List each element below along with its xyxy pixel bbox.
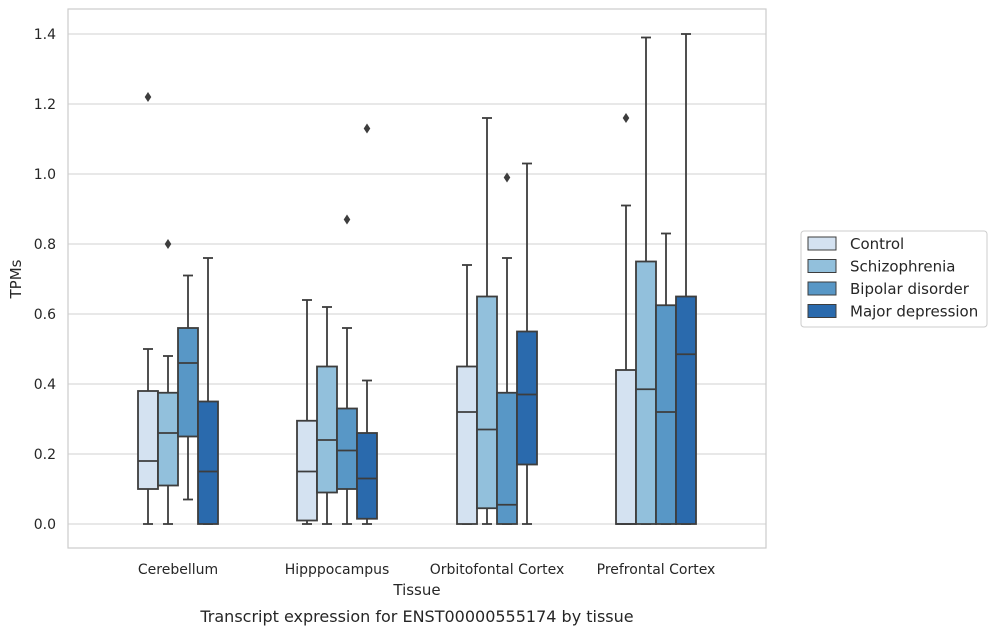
y-tick-label: 0.0: [34, 517, 56, 533]
outlier-point: [144, 92, 152, 102]
box-body: [615, 369, 637, 525]
outlier-point: [363, 123, 371, 134]
x-axis-ticks: Cerebellum Hipppocampus Orbitofontal Corte…: [138, 562, 715, 578]
legend-swatch: [807, 281, 837, 296]
x-tick-label: Orbitofontal Cortex: [430, 562, 565, 578]
box-2-3: [655, 232, 677, 525]
outlier-point: [343, 214, 351, 225]
y-axis-ticks: 0.0 0.2 0.4 0.6 0.8 1.0 1.2 1.4: [34, 27, 56, 533]
box-1-1: [316, 306, 338, 525]
box-2-0: [177, 274, 199, 501]
box-3-3: [675, 33, 697, 525]
box-body: [516, 330, 538, 466]
box-body: [137, 390, 159, 490]
box-body: [316, 365, 338, 494]
x-tick-label: Prefrontal Cortex: [597, 562, 716, 578]
y-axis-label: TPMs: [7, 259, 25, 299]
box-1-0: [157, 239, 179, 525]
x-tick-label: Hipppocampus: [285, 562, 390, 578]
box-body: [655, 304, 677, 525]
box-0-0: [137, 92, 159, 525]
box-1-2: [476, 117, 498, 525]
y-tick-label: 0.8: [34, 237, 56, 253]
box-body: [476, 295, 498, 510]
box-body: [177, 327, 199, 438]
legend-entry: Major depression: [850, 303, 978, 321]
box-body: [635, 260, 657, 525]
box-body: [157, 391, 179, 487]
y-tick-label: 1.4: [34, 27, 56, 43]
box-3-2: [516, 162, 538, 525]
legend: Control Schizophrenia Bipolar disorder Majo…: [800, 230, 988, 328]
plot-frame: [67, 8, 767, 549]
box-0-2: [456, 264, 478, 525]
box-0-3: [615, 113, 637, 525]
box-body: [456, 365, 478, 525]
legend-entry: Bipolar disorder: [850, 280, 970, 298]
chart-caption: Transcript expression for ENST0000055517…: [199, 607, 633, 626]
box-body: [336, 407, 358, 490]
box-1-3: [635, 36, 657, 525]
box-2-1: [336, 214, 358, 525]
box-body: [675, 295, 697, 525]
legend-entry: Schizophrenia: [850, 258, 955, 276]
outlier-point: [164, 239, 172, 249]
box-3-0: [197, 257, 219, 525]
y-tick-label: 1.0: [34, 167, 56, 183]
y-tick-label: 0.4: [34, 377, 56, 393]
outlier-point: [622, 113, 630, 123]
box-0-1: [296, 299, 318, 525]
legend-frame: [800, 230, 988, 328]
box-2-2: [496, 172, 518, 525]
legend-swatch: [807, 259, 837, 273]
legend-entry: Control: [850, 235, 904, 253]
box-body: [197, 400, 219, 525]
legend-swatch: [807, 236, 837, 251]
outlier-point: [503, 172, 511, 183]
x-tick-label: Cerebellum: [138, 562, 218, 578]
box-3-1: [356, 123, 378, 525]
box-plot-marks: [137, 33, 697, 525]
y-tick-label: 0.2: [34, 447, 56, 463]
legend-swatch: [807, 304, 837, 318]
y-tick-label: 1.2: [34, 97, 56, 113]
y-tick-label: 0.6: [34, 307, 56, 323]
x-axis-label: Tissue: [392, 581, 440, 599]
box-body: [356, 432, 378, 520]
